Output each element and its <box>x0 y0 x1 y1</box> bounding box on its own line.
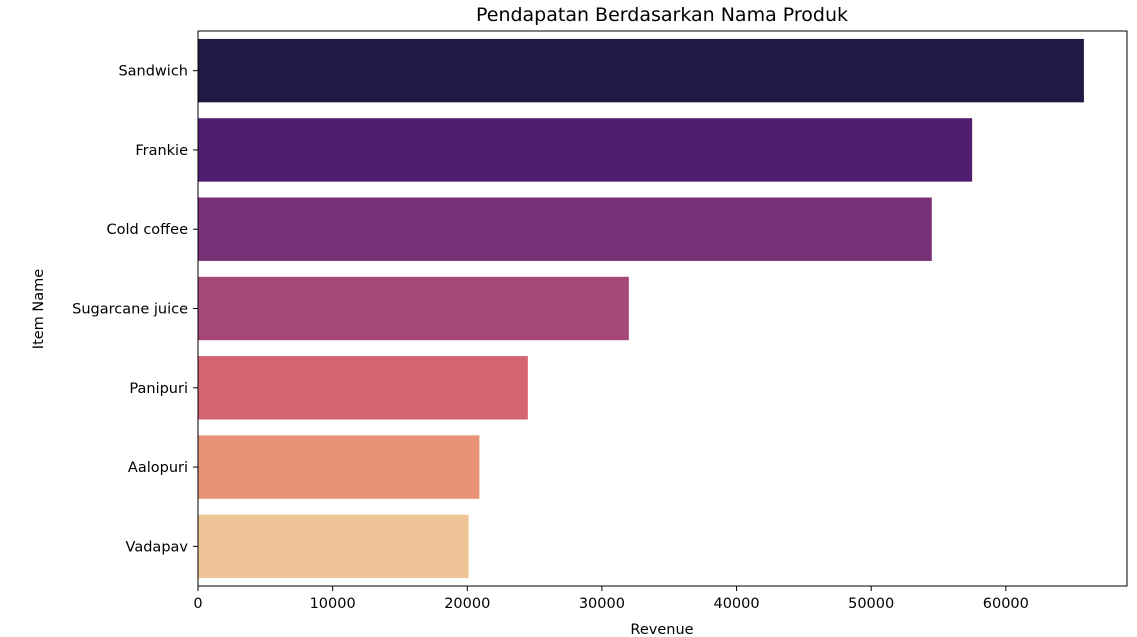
y-tick-label-aalopuri: Aalopuri <box>128 460 188 476</box>
bar-frankie <box>198 118 973 182</box>
y-tick-label-sandwich: Sandwich <box>118 64 188 80</box>
x-tick-label: 20000 <box>444 596 490 612</box>
x-axis-ticks: 0 10000 20000 30000 40000 50000 60000 <box>193 586 1029 612</box>
x-tick-label: 60000 <box>983 596 1029 612</box>
x-tick-label: 40000 <box>713 596 759 612</box>
y-tick-label-panipuri: Panipuri <box>129 381 188 397</box>
plot-frame <box>197 30 1128 587</box>
bar-panipuri <box>198 356 528 420</box>
y-tick-label-cold-coffee: Cold coffee <box>106 222 188 238</box>
bar-vadapav <box>198 514 469 579</box>
y-tick-label-sugarcane-juice: Sugarcane juice <box>72 302 188 318</box>
bar-sandwich <box>198 38 1084 103</box>
chart-title: Pendapatan Berdasarkan Nama Produk <box>476 4 848 26</box>
x-tick-label: 30000 <box>579 596 625 612</box>
y-axis-ticks: Sandwich Frankie Cold coffee Sugarcane juic… <box>72 64 198 555</box>
bar-sugarcane-juice <box>198 276 629 341</box>
x-tick-label: 10000 <box>310 596 356 612</box>
y-tick-label-frankie: Frankie <box>135 143 188 159</box>
x-tick-label: 0 <box>193 596 202 612</box>
bar-aalopuri <box>198 435 480 499</box>
bars-layer <box>198 38 1084 579</box>
x-tick-label: 50000 <box>848 596 894 612</box>
y-axis-label: Item Name <box>31 269 47 349</box>
bar-cold-coffee <box>198 197 932 261</box>
y-tick-label-vadapav: Vadapav <box>126 539 189 555</box>
x-axis-label: Revenue <box>630 622 693 637</box>
